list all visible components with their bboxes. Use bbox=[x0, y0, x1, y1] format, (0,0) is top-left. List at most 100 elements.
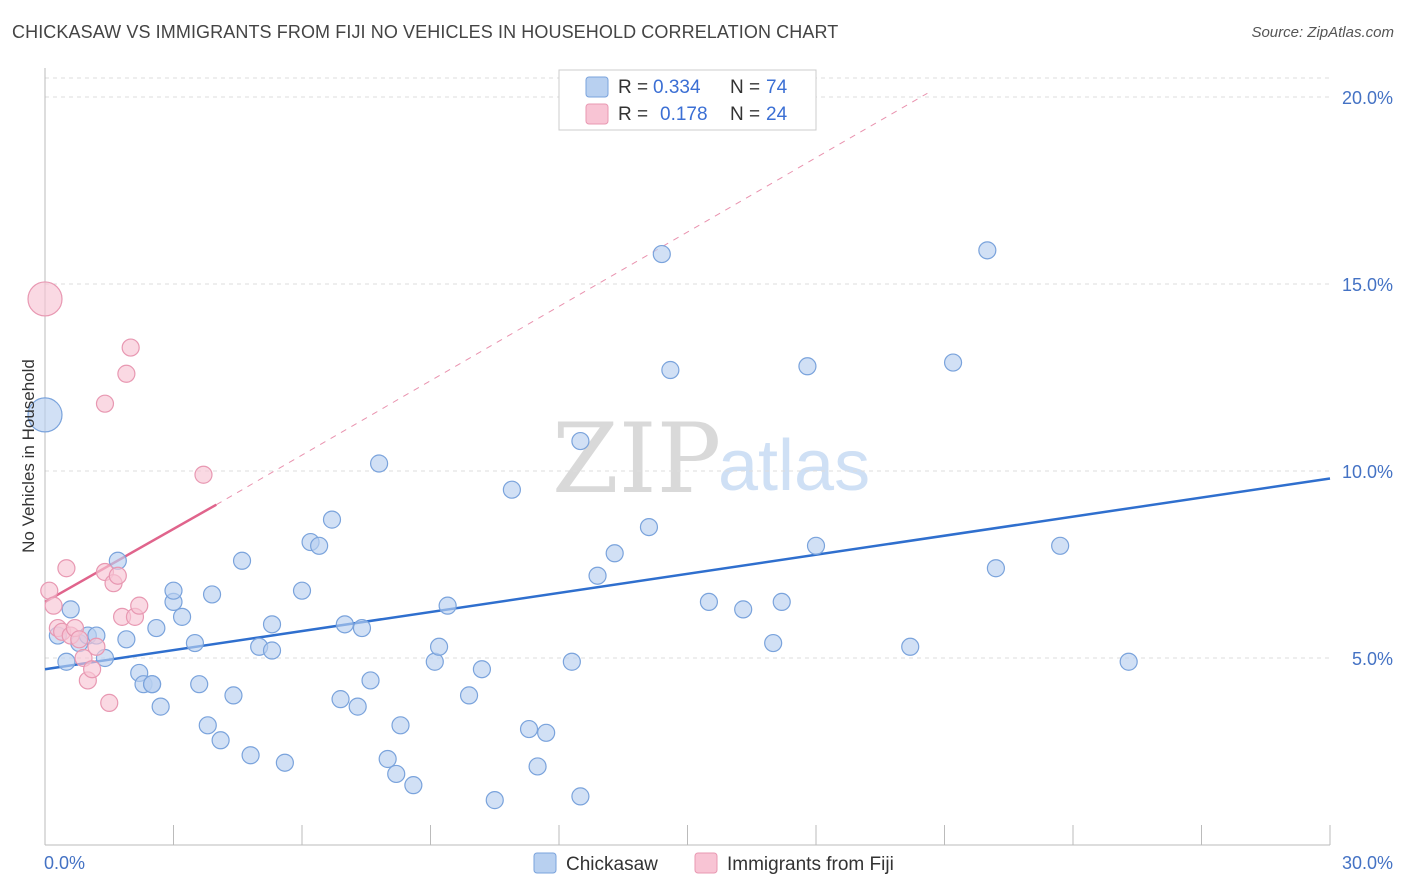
axes bbox=[44, 68, 1331, 846]
point-chickasaw-42 bbox=[387, 764, 406, 784]
legend-swatch-chickasaw bbox=[585, 76, 609, 98]
point-chickasaw-18 bbox=[172, 607, 192, 626]
bottom-legend-swatch-chickasaw bbox=[533, 852, 557, 874]
legend: R = 0.334 N = 74 R = 0.178 N = 24 bbox=[558, 69, 817, 131]
point-chickasaw-69 bbox=[901, 637, 920, 656]
watermark-zip: ZIP bbox=[552, 403, 721, 515]
point-fiji-17 bbox=[108, 566, 127, 585]
point-chickasaw-51 bbox=[502, 480, 521, 499]
point-chickasaw-44 bbox=[404, 776, 423, 795]
point-chickasaw-58 bbox=[588, 566, 607, 585]
trend-line-chickasaw bbox=[44, 477, 1331, 671]
point-chickasaw-71 bbox=[978, 241, 997, 260]
point-chickasaw-26 bbox=[241, 746, 260, 765]
point-chickasaw-52 bbox=[519, 719, 539, 739]
chart-title: CHICKASAW VS IMMIGRANTS FROM FIJI NO VEH… bbox=[12, 22, 839, 42]
legend-r-label-2: R = bbox=[618, 104, 648, 125]
bottom-legend-fiji: Immigrants from Fiji bbox=[727, 854, 894, 875]
legend-n-label-2: N = bbox=[730, 104, 760, 125]
point-fiji-2 bbox=[44, 596, 63, 615]
point-chickasaw-61 bbox=[652, 244, 671, 264]
point-chickasaw-28 bbox=[262, 641, 282, 660]
point-chickasaw-55 bbox=[562, 652, 581, 671]
point-chickasaw-30 bbox=[275, 753, 294, 772]
point-chickasaw-38 bbox=[352, 618, 372, 638]
point-chickasaw-49 bbox=[472, 660, 491, 679]
point-chickasaw-62 bbox=[661, 360, 680, 380]
y-tick-label-3: 20.0% bbox=[1342, 88, 1393, 108]
point-chickasaw-9 bbox=[117, 630, 136, 649]
gridlines bbox=[45, 77, 1330, 659]
point-chickasaw-35 bbox=[331, 690, 350, 709]
point-fiji-22 bbox=[130, 596, 149, 615]
point-chickasaw-25 bbox=[232, 551, 252, 570]
legend-r-value-2: 0.178 bbox=[660, 104, 708, 125]
trend-line-fiji-extension bbox=[216, 92, 928, 506]
point-fiji-20 bbox=[121, 338, 140, 357]
point-chickasaw-24 bbox=[224, 686, 243, 705]
bottom-legend-swatch-fiji bbox=[694, 852, 718, 874]
point-fiji-13 bbox=[95, 394, 115, 413]
point-chickasaw-66 bbox=[772, 592, 791, 612]
tick-labels: 5.0% 10.0% 15.0% 20.0% 0.0% 30.0% bbox=[44, 88, 1393, 873]
point-chickasaw-21 bbox=[198, 716, 217, 735]
point-chickasaw-33 bbox=[310, 536, 329, 555]
point-chickasaw-72 bbox=[986, 559, 1006, 578]
point-chickasaw-64 bbox=[734, 600, 753, 619]
point-chickasaw-39 bbox=[361, 671, 380, 690]
point-chickasaw-50 bbox=[485, 791, 504, 810]
point-chickasaw-43 bbox=[391, 716, 410, 735]
point-chickasaw-48 bbox=[459, 686, 479, 705]
point-chickasaw-2 bbox=[57, 652, 76, 671]
point-chickasaw-73 bbox=[1051, 536, 1070, 555]
point-chickasaw-59 bbox=[605, 544, 624, 563]
legend-n-label-1: N = bbox=[730, 77, 760, 98]
point-fiji-12 bbox=[87, 637, 106, 656]
point-chickasaw-53 bbox=[528, 757, 547, 776]
y-axis-title: No Vehicles in Household bbox=[19, 359, 38, 553]
point-fiji-23 bbox=[194, 465, 213, 484]
data-points bbox=[27, 241, 1138, 810]
watermark: ZIP atlas bbox=[552, 403, 870, 515]
point-chickasaw-67 bbox=[798, 357, 817, 376]
point-chickasaw-23 bbox=[211, 731, 230, 750]
point-chickasaw-19 bbox=[185, 633, 205, 653]
point-chickasaw-40 bbox=[370, 454, 389, 473]
point-chickasaw-54 bbox=[537, 723, 556, 742]
point-chickasaw-74 bbox=[1119, 652, 1138, 671]
watermark-atlas: atlas bbox=[718, 426, 870, 506]
point-chickasaw-3 bbox=[61, 600, 80, 619]
x-tick-label-0: 0.0% bbox=[44, 853, 85, 873]
point-chickasaw-68 bbox=[806, 536, 826, 555]
point-chickasaw-15 bbox=[151, 697, 170, 716]
point-fiji-1 bbox=[40, 581, 59, 600]
point-chickasaw-36 bbox=[335, 615, 354, 634]
point-chickasaw-70 bbox=[943, 353, 963, 372]
point-chickasaw-56 bbox=[571, 787, 590, 806]
point-chickasaw-60 bbox=[639, 517, 659, 537]
point-chickasaw-31 bbox=[292, 581, 312, 600]
point-chickasaw-14 bbox=[147, 618, 166, 638]
point-chickasaw-65 bbox=[764, 633, 783, 653]
point-fiji-0 bbox=[27, 281, 63, 317]
point-chickasaw-0 bbox=[27, 397, 63, 433]
legend-r-value-1: 0.334 bbox=[653, 77, 701, 98]
y-tick-label-0: 5.0% bbox=[1352, 649, 1393, 669]
point-fiji-11 bbox=[83, 660, 102, 679]
point-chickasaw-20 bbox=[190, 675, 209, 694]
point-chickasaw-22 bbox=[202, 585, 222, 604]
legend-swatch-fiji bbox=[585, 103, 609, 125]
point-fiji-8 bbox=[70, 630, 89, 649]
point-chickasaw-29 bbox=[262, 615, 282, 634]
trend-lines bbox=[44, 92, 1331, 671]
point-chickasaw-13 bbox=[142, 675, 162, 694]
point-chickasaw-57 bbox=[571, 431, 590, 451]
point-fiji-5 bbox=[57, 559, 76, 578]
legend-r-label-1: R = bbox=[618, 77, 648, 98]
point-fiji-19 bbox=[117, 364, 136, 383]
x-tick-label-1: 30.0% bbox=[1342, 853, 1393, 873]
y-tick-label-1: 10.0% bbox=[1342, 462, 1393, 482]
point-chickasaw-34 bbox=[322, 510, 342, 529]
point-chickasaw-63 bbox=[699, 592, 719, 612]
